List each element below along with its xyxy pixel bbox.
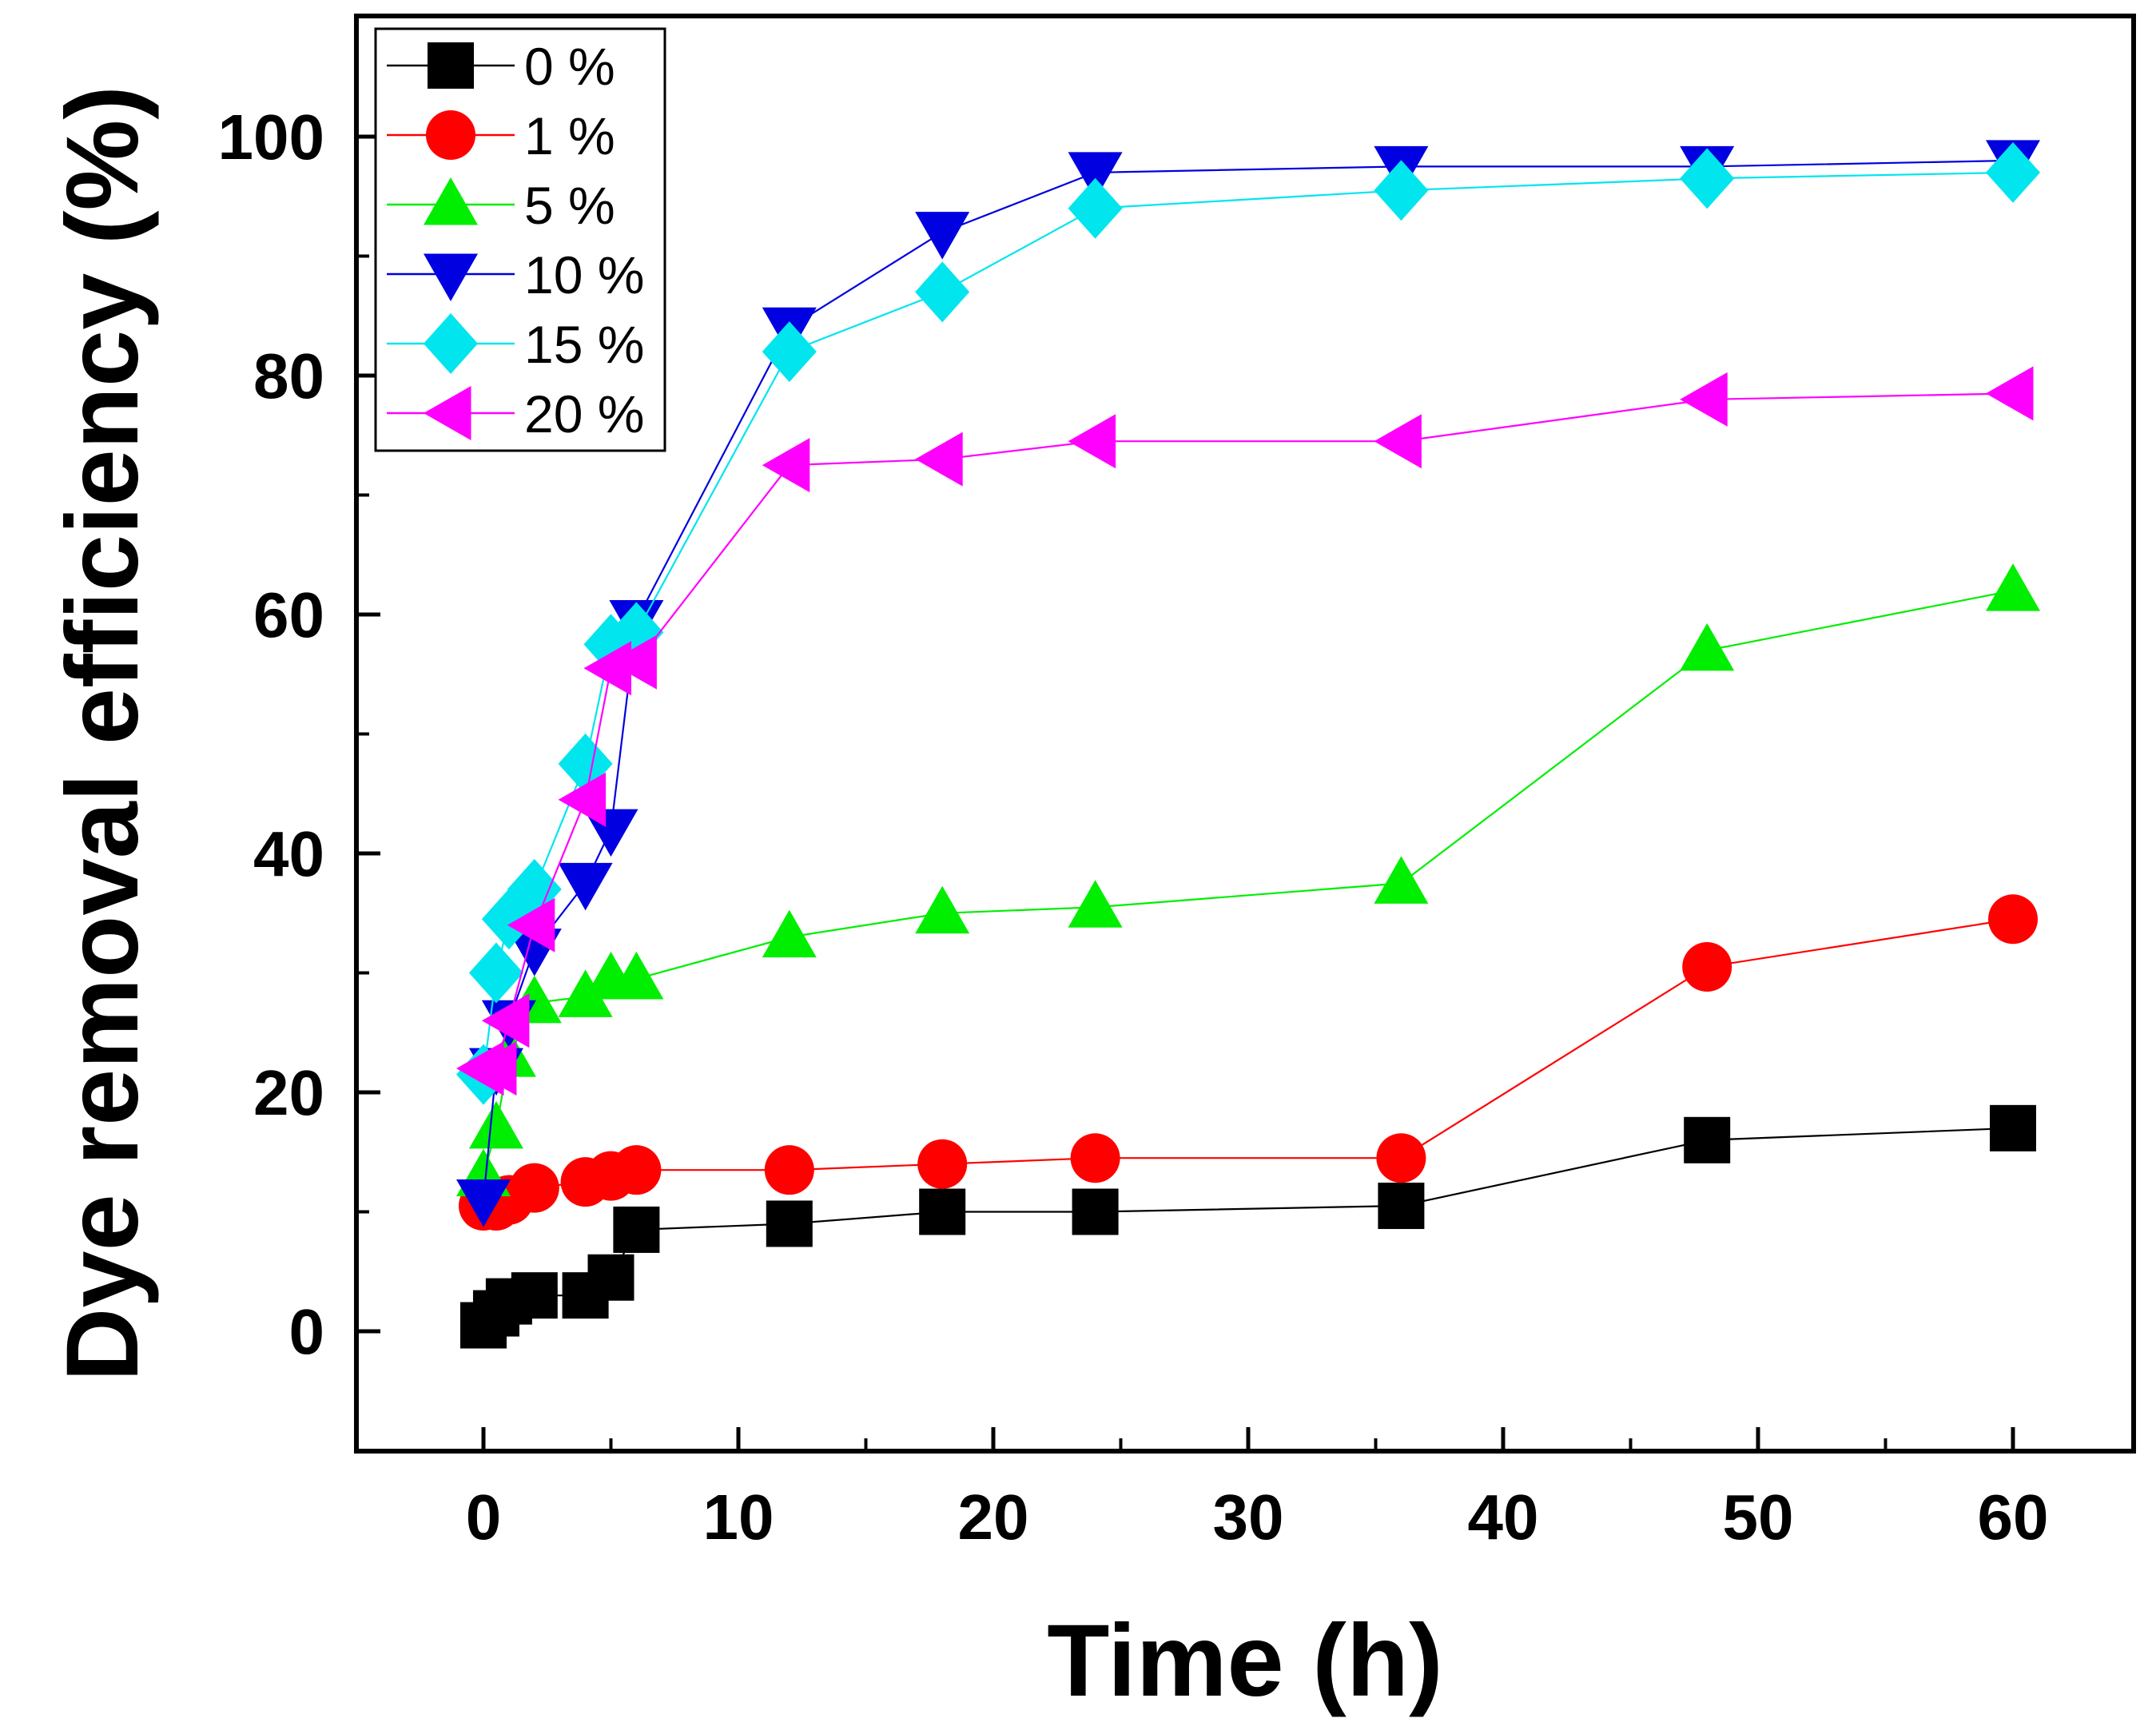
data-point-0pct xyxy=(1684,1116,1731,1163)
x-tick-label: 50 xyxy=(1723,1481,1794,1553)
data-point-0pct xyxy=(1378,1183,1425,1230)
tick-labels-layer: 0 10 20 30 40 50 60 0 20 40 60 80 100 xyxy=(218,101,2049,1553)
x-tick-label: 10 xyxy=(703,1481,774,1553)
legend-item-0pct: 0 % xyxy=(387,37,615,96)
data-point-5pct xyxy=(609,951,664,1000)
data-point-5pct xyxy=(558,969,613,1017)
data-point-20pct xyxy=(915,432,963,487)
legend-box xyxy=(374,27,666,452)
data-point-5pct xyxy=(468,1100,523,1149)
legend-label: 15 % xyxy=(524,315,644,374)
data-point-0pct xyxy=(511,1272,558,1319)
data-point-0pct xyxy=(766,1200,813,1247)
ticks-layer xyxy=(356,134,2015,1451)
x-tick-label: 60 xyxy=(1978,1481,2049,1553)
y-tick-label: 40 xyxy=(253,818,324,889)
y-tick-label: 60 xyxy=(253,579,324,650)
data-point-20pct xyxy=(609,634,657,690)
data-point-5pct xyxy=(762,909,817,958)
data-point-10pct xyxy=(456,1179,511,1227)
data-point-0pct xyxy=(1072,1188,1119,1235)
y-tick-label: 100 xyxy=(218,101,324,173)
legend-label: 0 % xyxy=(524,37,615,96)
legend-label: 20 % xyxy=(524,384,644,443)
data-point-15pct xyxy=(762,321,817,383)
data-point-20pct xyxy=(1986,366,2034,421)
data-point-1pct xyxy=(917,1139,968,1189)
y-axis-title: Dye removal efficiency (%) xyxy=(46,86,160,1382)
data-point-0pct xyxy=(613,1206,660,1253)
data-point-20pct xyxy=(468,1041,517,1096)
x-tick-label: 30 xyxy=(1213,1481,1284,1553)
data-point-20pct xyxy=(762,438,810,493)
data-point-5pct xyxy=(1374,856,1429,904)
x-tick-label: 40 xyxy=(1468,1481,1539,1553)
data-point-1pct xyxy=(1070,1133,1120,1183)
legend-marker xyxy=(424,177,478,225)
data-point-1pct xyxy=(1376,1133,1426,1183)
data-point-20pct xyxy=(481,993,530,1048)
data-point-1pct xyxy=(611,1145,662,1195)
x-tick-label: 0 xyxy=(466,1481,502,1553)
series-0pct xyxy=(460,1104,2036,1349)
legend-item-10pct: 10 % xyxy=(387,245,644,304)
data-point-10pct xyxy=(915,212,970,260)
data-point-15pct xyxy=(1986,141,2040,203)
data-point-1pct xyxy=(764,1145,814,1195)
legend-item-15pct: 15 % xyxy=(387,313,644,374)
data-point-1pct xyxy=(509,1163,559,1213)
legend-marker xyxy=(424,313,478,374)
data-point-20pct xyxy=(558,772,607,827)
data-point-10pct xyxy=(1068,152,1123,200)
legend-marker xyxy=(428,42,474,89)
legend-label: 5 % xyxy=(524,176,615,235)
data-point-1pct xyxy=(1988,894,2038,945)
legend-label: 10 % xyxy=(524,245,644,304)
y-tick-label: 0 xyxy=(289,1296,325,1367)
legend-item-1pct: 1 % xyxy=(387,106,615,165)
series-20pct xyxy=(456,366,2034,1096)
data-point-5pct xyxy=(1068,880,1123,928)
data-point-0pct xyxy=(919,1188,966,1235)
legend-marker xyxy=(424,386,471,440)
data-point-15pct xyxy=(468,942,523,1004)
data-point-20pct xyxy=(1680,372,1728,427)
data-point-0pct xyxy=(1990,1104,2036,1151)
y-tick-label: 80 xyxy=(253,340,324,412)
x-tick-label: 20 xyxy=(958,1481,1029,1553)
x-axis-title: Time (h) xyxy=(1047,1604,1442,1718)
legend-label: 1 % xyxy=(524,106,615,165)
data-point-5pct xyxy=(915,885,970,934)
data-point-0pct xyxy=(587,1254,634,1301)
legend-item-20pct: 20 % xyxy=(387,384,644,443)
y-tick-label: 20 xyxy=(253,1057,324,1128)
legend: 0 % 1 % 5 % 10 % 15 % 20 % xyxy=(374,27,666,452)
data-point-1pct xyxy=(1682,942,1732,992)
data-point-20pct xyxy=(1068,414,1116,469)
series-layer xyxy=(456,140,2040,1349)
data-point-5pct xyxy=(1680,622,1735,671)
data-point-20pct xyxy=(507,897,555,953)
data-point-10pct xyxy=(558,862,613,911)
legend-marker xyxy=(424,253,478,301)
data-point-15pct xyxy=(915,261,970,323)
legend-item-5pct: 5 % xyxy=(387,176,615,235)
legend-marker xyxy=(426,110,475,160)
data-point-15pct xyxy=(1680,148,1735,209)
data-point-20pct xyxy=(1374,414,1422,469)
data-point-20pct xyxy=(583,641,631,696)
data-point-5pct xyxy=(1986,563,2040,611)
data-point-15pct xyxy=(1374,160,1429,221)
data-point-15pct xyxy=(1068,177,1123,239)
